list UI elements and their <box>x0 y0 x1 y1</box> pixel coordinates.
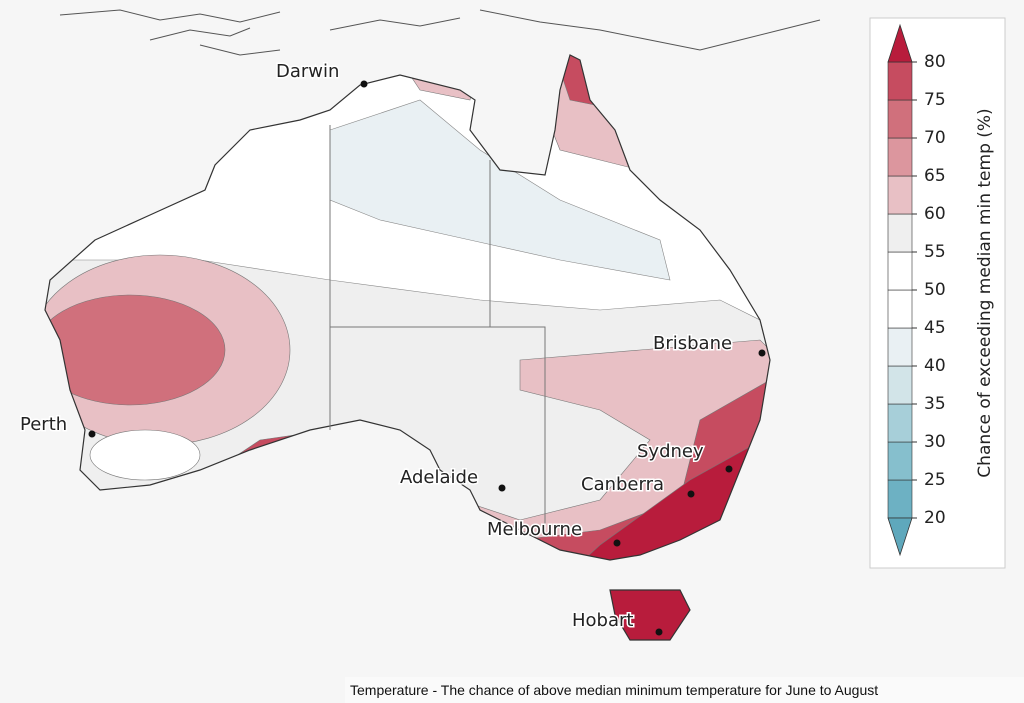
legend-tick-label: 35 <box>924 394 946 414</box>
legend-arrow-high <box>887 23 913 63</box>
legend-tick-label: 50 <box>924 280 946 300</box>
legend-band <box>887 479 913 519</box>
city-label: Perth <box>20 414 67 435</box>
legend-band <box>887 61 913 101</box>
city-markers <box>88 80 766 636</box>
legend-band <box>887 251 913 291</box>
legend-band <box>887 175 913 215</box>
legend-band <box>887 289 913 329</box>
city-label: Adelaide <box>400 467 478 488</box>
legend-band <box>887 365 913 405</box>
city-label: Sydney <box>637 441 704 462</box>
caption-bg <box>345 677 1024 703</box>
legend-tick-label: 75 <box>924 90 946 110</box>
legend-band <box>887 99 913 139</box>
legend-arrow-low <box>887 517 913 557</box>
legend-tick-label: 40 <box>924 356 946 376</box>
island-coastlines <box>59 9 821 56</box>
legend-band <box>887 213 913 253</box>
city-label: Melbourne <box>487 519 582 540</box>
city-label: Brisbane <box>653 333 732 354</box>
legend-tick-label: 70 <box>924 128 946 148</box>
legend-band <box>887 403 913 443</box>
caption: Temperature - The chance of above median… <box>350 682 878 698</box>
city-label: Darwin <box>276 61 339 82</box>
legend-band <box>887 327 913 367</box>
city-label: Hobart <box>572 610 633 631</box>
legend-tick-label: 55 <box>924 242 946 262</box>
legend-tick-label: 80 <box>924 52 946 72</box>
legend-label: Chance of exceeding median min temp (%) <box>975 108 995 477</box>
city-label: Canberra <box>581 474 664 495</box>
legend-tick-label: 60 <box>924 204 946 224</box>
legend-band <box>887 441 913 481</box>
legend-tick-label: 45 <box>924 318 946 338</box>
legend-tick-label: 65 <box>924 166 946 186</box>
legend-tick-label: 25 <box>924 470 946 490</box>
legend-tick-label: 30 <box>924 432 946 452</box>
legend-tick-label: 20 <box>924 508 946 528</box>
legend-band <box>887 137 913 177</box>
